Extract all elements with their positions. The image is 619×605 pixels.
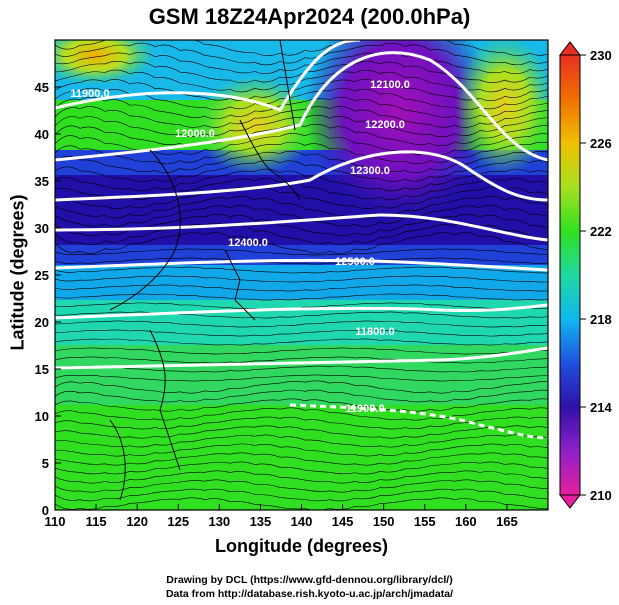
streamline bbox=[55, 365, 548, 373]
streamline bbox=[55, 302, 548, 310]
streamline bbox=[55, 257, 548, 265]
y-tick-label: 20 bbox=[35, 315, 49, 330]
x-tick-label: 130 bbox=[208, 514, 230, 529]
streamline bbox=[55, 266, 548, 274]
x-tick-label: 155 bbox=[414, 514, 436, 529]
streamline bbox=[55, 96, 548, 120]
y-tick-label: 30 bbox=[35, 221, 49, 236]
streamline bbox=[55, 195, 548, 219]
streamline bbox=[55, 470, 548, 484]
streamline bbox=[55, 461, 548, 475]
y-tick-label: 25 bbox=[35, 268, 49, 283]
streamline bbox=[55, 452, 548, 466]
x-tick-label: 115 bbox=[86, 514, 107, 529]
x-tick-label: 145 bbox=[332, 514, 354, 529]
streamline bbox=[55, 407, 548, 421]
streamline bbox=[55, 141, 548, 165]
streamline bbox=[55, 443, 548, 457]
contour-label: 12400.0 bbox=[228, 237, 268, 249]
credit-drawing: Drawing by DCL (https://www.gfd-dennou.o… bbox=[166, 574, 453, 586]
x-tick-label: 110 bbox=[45, 514, 66, 529]
streamline bbox=[55, 222, 548, 246]
y-tick-label: 35 bbox=[35, 174, 49, 189]
height-contours bbox=[55, 40, 548, 440]
streamline bbox=[55, 123, 548, 147]
y-axis-ticks: 0 5 10 15 20 25 30 35 40 45 bbox=[35, 80, 61, 518]
streamline bbox=[55, 356, 548, 364]
contour-label: 11900.0 bbox=[345, 403, 384, 415]
x-tick-label: 140 bbox=[291, 514, 313, 529]
streamline bbox=[55, 187, 548, 210]
streamline bbox=[55, 232, 548, 254]
streamline bbox=[55, 248, 548, 256]
streamline bbox=[55, 434, 548, 448]
contour-label: 11900.0 bbox=[70, 88, 109, 100]
x-tick-label: 120 bbox=[126, 514, 148, 529]
x-tick-label: 125 bbox=[167, 514, 189, 529]
streamline bbox=[55, 425, 548, 439]
streamline bbox=[55, 168, 548, 192]
x-tick-label: 165 bbox=[496, 514, 518, 529]
x-tick-label: 160 bbox=[455, 514, 477, 529]
contour-label: 12100.0 bbox=[370, 79, 410, 91]
streamline bbox=[55, 479, 548, 493]
streamline bbox=[55, 79, 548, 101]
contour-label: 11800.0 bbox=[355, 326, 394, 338]
y-tick-label: 10 bbox=[35, 409, 49, 424]
contour-label: 12200.0 bbox=[365, 119, 405, 131]
streamline bbox=[55, 42, 548, 66]
colorbar-tick-label: 210 bbox=[590, 488, 612, 503]
streamline bbox=[55, 347, 548, 355]
colorbar-ticks: 210 214 218 222 226 230 bbox=[580, 48, 612, 503]
streamline bbox=[55, 284, 548, 292]
colorbar-tick-label: 222 bbox=[590, 224, 612, 239]
map-title: GSM 18Z24Apr2024 (200.0hPa) bbox=[148, 4, 471, 29]
wind-streamlines bbox=[55, 40, 548, 510]
contour-labels: 11900.0 12000.0 12100.0 12200.0 12300.0 12400… bbox=[70, 79, 409, 415]
x-tick-label: 135 bbox=[250, 514, 272, 529]
streamline bbox=[55, 374, 548, 382]
streamline bbox=[55, 275, 548, 283]
streamline bbox=[55, 160, 548, 182]
colorbar-tick-label: 230 bbox=[590, 48, 612, 63]
streamline bbox=[55, 69, 548, 93]
colorbar bbox=[559, 54, 581, 496]
streamline bbox=[55, 338, 548, 346]
colorbar-min-arrow bbox=[558, 494, 582, 509]
y-tick-label: 0 bbox=[42, 503, 49, 518]
y-tick-label: 5 bbox=[42, 456, 49, 471]
y-tick-label: 45 bbox=[35, 80, 49, 95]
x-axis-label: Longitude (degrees) bbox=[214, 536, 388, 556]
colorbar-tick-label: 226 bbox=[590, 136, 612, 151]
y-tick-label: 40 bbox=[35, 127, 49, 142]
x-axis-ticks: 110 115 120 125 130 135 140 145 150 155 160 165 bbox=[45, 504, 518, 529]
streamline bbox=[55, 40, 548, 56]
streamline bbox=[55, 389, 548, 403]
streamline bbox=[55, 497, 548, 510]
streamline bbox=[55, 51, 548, 75]
streamline bbox=[55, 380, 548, 394]
streamline bbox=[55, 311, 548, 319]
streamline bbox=[55, 488, 548, 502]
contour-label: 12300.0 bbox=[350, 165, 390, 177]
coastlines bbox=[109, 40, 301, 501]
contour-label: 12000.0 bbox=[175, 128, 215, 140]
streamline bbox=[55, 398, 548, 412]
streamline bbox=[55, 293, 548, 301]
field-shading bbox=[55, 40, 548, 510]
streamline bbox=[55, 106, 548, 128]
streamline bbox=[55, 177, 548, 200]
credit-data: Data from http://database.rish.kyoto-u.a… bbox=[165, 588, 454, 600]
colorbar-max-arrow bbox=[558, 41, 582, 56]
contour-label: 12500.0 bbox=[335, 256, 375, 268]
streamline bbox=[55, 329, 548, 337]
x-tick-label: 150 bbox=[373, 514, 395, 529]
colorbar-tick-label: 214 bbox=[590, 400, 612, 415]
streamline bbox=[55, 320, 548, 328]
colorbar-tick-label: 218 bbox=[590, 312, 612, 327]
streamline bbox=[55, 150, 548, 174]
y-tick-label: 15 bbox=[35, 362, 49, 377]
